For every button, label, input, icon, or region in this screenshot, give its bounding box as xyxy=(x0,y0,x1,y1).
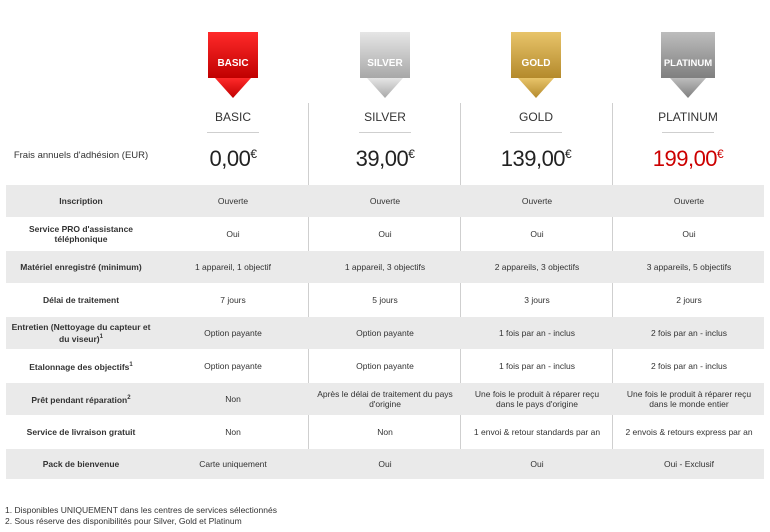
cell-silver: Ouverte xyxy=(369,196,401,206)
cell-silver: Option payante xyxy=(356,328,414,338)
price-basic: 0,00€ xyxy=(158,146,308,172)
badge-text: BASIC xyxy=(217,58,248,69)
row-label: Matériel enregistré (minimum) xyxy=(20,262,142,272)
row-label-text: Etalonnage des objectifs xyxy=(29,362,130,372)
cell-gold: Ouverte xyxy=(521,196,553,206)
tier-header-platinum: PLATINUM PLATINUM xyxy=(613,0,763,140)
tier-header-basic: BASIC BASIC xyxy=(158,0,308,140)
silver-badge-icon: SILVER xyxy=(360,32,410,102)
row-label: Service PRO d'assistance téléphonique xyxy=(28,224,134,244)
cell-gold: 1 fois par an - inclus xyxy=(498,361,576,371)
row-label-text: Entretien (Nettoyage du capteur et du vi… xyxy=(11,322,151,344)
badge-text: PLATINUM xyxy=(664,58,712,69)
tier-name: SILVER xyxy=(364,110,406,124)
cell-platinum: Une fois le produit à réparer reçu dans … xyxy=(626,389,752,409)
cell-gold: Oui xyxy=(530,459,544,469)
footnote-marker: 2 xyxy=(127,395,131,401)
row-label: Prêt pendant réparation2 xyxy=(6,383,156,415)
table-row-service-pro: Service PRO d'assistance téléphonique Ou… xyxy=(6,218,764,250)
badge-text: SILVER xyxy=(367,58,403,69)
cell-basic: Non xyxy=(225,394,241,404)
table-row-materiel: Matériel enregistré (minimum) 1 appareil… xyxy=(6,251,764,283)
price-gold: 139,00€ xyxy=(461,146,611,172)
cell-platinum: Oui xyxy=(682,229,696,239)
footnote: 1. Disponibles UNIQUEMENT dans les centr… xyxy=(5,505,277,515)
price-platinum: 199,00€ xyxy=(613,146,763,172)
cell-basic: Carte uniquement xyxy=(199,459,267,469)
cell-platinum: Ouverte xyxy=(673,196,705,206)
row-label: Etalonnage des objectifs1 xyxy=(6,350,156,382)
footnote: 2. Sous réserve des disponibilités pour … xyxy=(5,516,242,526)
cell-platinum: 2 envois & retours express par an xyxy=(625,427,753,437)
price-silver: 39,00€ xyxy=(310,146,460,172)
tier-divider xyxy=(510,132,562,133)
cell-basic: Oui xyxy=(226,229,240,239)
price-value: 0,00 xyxy=(209,146,251,171)
cell-platinum: 2 fois par an - inclus xyxy=(650,328,728,338)
cell-platinum: Oui - Exclusif xyxy=(663,459,715,469)
tier-name: GOLD xyxy=(518,110,553,124)
row-label: Service de livraison gratuit xyxy=(26,427,136,437)
tier-divider xyxy=(662,132,714,133)
table-row-inscription: Inscription Ouverte Ouverte Ouverte Ouve… xyxy=(6,185,764,217)
cell-silver: 1 appareil, 3 objectifs xyxy=(344,262,426,272)
cell-basic: Option payante xyxy=(204,361,262,371)
cell-gold: Une fois le produit à réparer reçu dans … xyxy=(474,389,600,409)
tier-header-silver: SILVER SILVER xyxy=(310,0,460,140)
cell-gold: Oui xyxy=(530,229,544,239)
row-label-text: Prêt pendant réparation xyxy=(31,395,128,405)
cell-silver: Oui xyxy=(378,459,392,469)
platinum-badge-icon: PLATINUM xyxy=(661,32,715,102)
cell-gold: 1 fois par an - inclus xyxy=(498,328,576,338)
cell-basic: Ouverte xyxy=(217,196,249,206)
basic-badge-icon: BASIC xyxy=(208,32,258,102)
price-value: 39,00 xyxy=(355,146,409,171)
table-row-pack: Pack de bienvenue Carte uniquement Oui O… xyxy=(6,449,764,479)
cell-silver: Non xyxy=(377,427,393,437)
row-label: Inscription xyxy=(59,196,103,206)
footnote-marker: 1 xyxy=(129,362,133,368)
currency-symbol: € xyxy=(565,147,572,161)
badge-text: GOLD xyxy=(522,58,551,69)
cell-silver: Option payante xyxy=(356,361,414,371)
tier-divider xyxy=(207,132,259,133)
column-divider xyxy=(308,103,309,478)
table-row-etalonnage: Etalonnage des objectifs1 Option payante… xyxy=(6,350,764,382)
cell-platinum: 2 fois par an - inclus xyxy=(650,361,728,371)
cell-gold: 1 envoi & retour standards par an xyxy=(473,427,601,437)
cell-silver: 5 jours xyxy=(372,295,398,305)
row-label: Pack de bienvenue xyxy=(42,459,120,469)
table-row-pret: Prêt pendant réparation2 Non Après le dé… xyxy=(6,383,764,415)
tier-divider xyxy=(359,132,411,133)
gold-badge-icon: GOLD xyxy=(511,32,561,102)
row-label: Entretien (Nettoyage du capteur et du vi… xyxy=(6,317,156,349)
cell-silver: Après le délai de traitement du pays d'o… xyxy=(317,389,453,409)
cell-platinum: 2 jours xyxy=(676,295,702,305)
cell-basic: Non xyxy=(225,427,241,437)
price-row-label: Frais annuels d'adhésion (EUR) xyxy=(13,150,149,161)
cell-platinum: 3 appareils, 5 objectifs xyxy=(646,262,732,272)
cell-gold: 2 appareils, 3 objectifs xyxy=(494,262,580,272)
cell-basic: 7 jours xyxy=(220,295,246,305)
cell-silver: Oui xyxy=(378,229,392,239)
tier-header-gold: GOLD GOLD xyxy=(461,0,611,140)
table-row-delai: Délai de traitement 7 jours 5 jours 3 jo… xyxy=(6,284,764,316)
cell-gold: 3 jours xyxy=(524,295,550,305)
row-label: Délai de traitement xyxy=(42,295,120,305)
cell-basic: 1 appareil, 1 objectif xyxy=(194,262,272,272)
currency-symbol: € xyxy=(250,147,257,161)
currency-symbol: € xyxy=(717,147,724,161)
table-row-livraison: Service de livraison gratuit Non Non 1 e… xyxy=(6,416,764,448)
column-divider xyxy=(460,103,461,478)
footnote-marker: 1 xyxy=(99,334,103,340)
column-divider xyxy=(612,103,613,478)
cell-basic: Option payante xyxy=(204,328,262,338)
price-value: 139,00 xyxy=(500,146,566,171)
price-value: 199,00 xyxy=(652,146,718,171)
tier-name: BASIC xyxy=(214,110,251,124)
table-row-entretien: Entretien (Nettoyage du capteur et du vi… xyxy=(6,317,764,349)
tier-name: PLATINUM xyxy=(658,110,718,124)
currency-symbol: € xyxy=(408,147,415,161)
